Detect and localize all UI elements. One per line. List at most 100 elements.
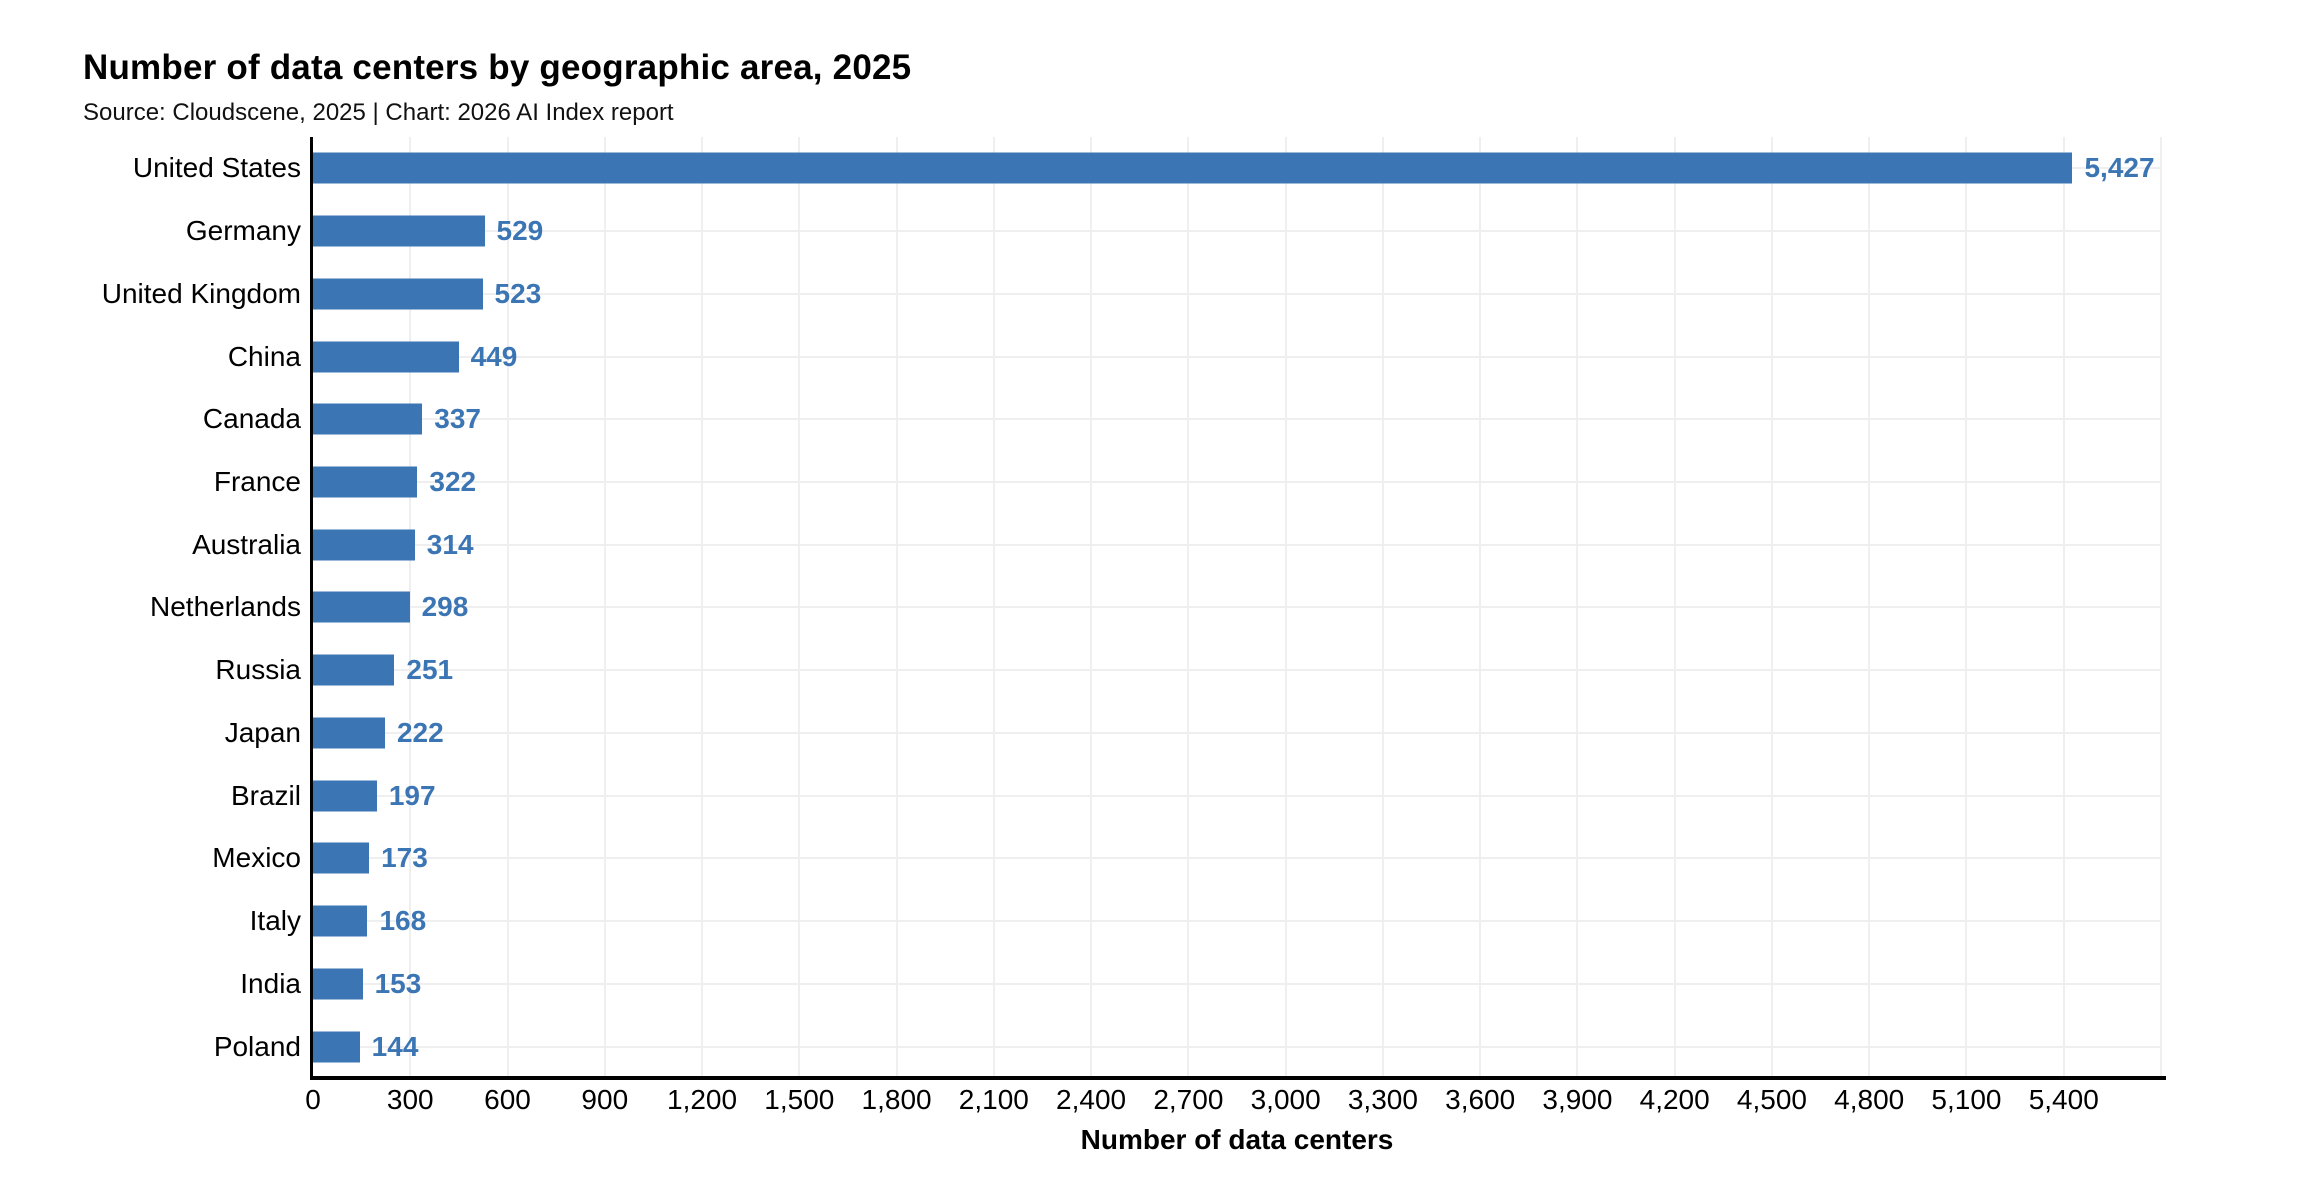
category-label: Germany (185, 215, 301, 247)
x-tick-label: 4,200 (1639, 1084, 1710, 1115)
value-label: 153 (374, 967, 422, 999)
bar (313, 717, 385, 749)
bar-row: Russia 251 (215, 639, 2161, 702)
x-tick-labels: 0 300 600 900 1,200 1,500 1,800 2,100 2,400 2,700… (305, 1084, 2161, 1124)
bar (313, 654, 395, 686)
value-label: 449 (470, 340, 518, 372)
bar (313, 466, 418, 498)
x-tick-label: 5,400 (2028, 1084, 2099, 1115)
y-axis-line (310, 137, 313, 1078)
bar (313, 842, 370, 874)
x-tick-label: 3,600 (1445, 1084, 1516, 1115)
category-label: Netherlands (150, 591, 301, 623)
bar-row: Italy 168 (250, 890, 2161, 953)
category-label: Russia (215, 654, 301, 686)
bar (313, 905, 368, 937)
x-tick-label: 1,200 (667, 1084, 738, 1115)
bar (313, 341, 459, 373)
value-label: 322 (429, 466, 477, 498)
value-label: 298 (421, 591, 469, 623)
category-label: China (227, 340, 301, 372)
horizontal-gridline (313, 543, 2161, 546)
x-tick-label: 2,400 (1056, 1084, 1127, 1115)
vertical-gridline (2160, 137, 2162, 1078)
horizontal-gridline (313, 292, 2161, 295)
horizontal-gridline (313, 1045, 2161, 1048)
bar-row: United Kingdom 523 (102, 262, 2161, 325)
value-label: 222 (396, 716, 444, 748)
bar-row: Brazil 197 (231, 764, 2161, 827)
horizontal-gridline (313, 418, 2161, 421)
horizontal-gridline (313, 606, 2161, 609)
bar-row: France 322 (214, 451, 2161, 514)
value-label: 197 (388, 779, 436, 811)
horizontal-gridline (313, 355, 2161, 358)
bar-row: Germany 529 (186, 200, 2161, 263)
bar-row: Australia 314 (192, 513, 2161, 576)
x-tick-label: 4,800 (1834, 1084, 1905, 1115)
bar (313, 968, 363, 1000)
horizontal-gridline (313, 481, 2161, 484)
value-label: 337 (434, 403, 481, 435)
x-tick-label: 0 (305, 1084, 321, 1115)
category-label: Australia (192, 528, 301, 560)
horizontal-gridline (313, 731, 2161, 734)
value-label: 523 (494, 277, 542, 309)
horizontal-gridline (313, 794, 2161, 797)
bar-row: United States 5,427 (133, 137, 2161, 200)
x-tick-label: 1,800 (861, 1084, 932, 1115)
value-label: 251 (406, 654, 454, 686)
value-label: 173 (381, 842, 428, 874)
value-label: 314 (426, 528, 474, 560)
x-tick-label: 4,500 (1736, 1084, 1807, 1115)
bar-row: Japan 222 (225, 702, 2161, 765)
x-tick-label: 300 (386, 1084, 434, 1115)
category-label: India (240, 967, 301, 999)
x-tick-label: 3,900 (1542, 1084, 1613, 1115)
category-label: Italy (249, 905, 301, 937)
category-label: Japan (224, 716, 301, 748)
bar (313, 152, 2073, 184)
category-label: France (213, 466, 301, 498)
category-label: United States (132, 152, 301, 184)
bar (313, 278, 483, 310)
x-tick-label: 600 (484, 1084, 531, 1115)
bar-row: China 449 (228, 325, 2161, 388)
category-label: Brazil (230, 779, 301, 811)
bar (313, 529, 415, 561)
bar (313, 780, 377, 812)
horizontal-gridline (313, 230, 2161, 233)
bar-row: Poland 144 (214, 1015, 2161, 1078)
bar (313, 1031, 360, 1063)
bar (313, 403, 423, 435)
horizontal-gridline (313, 982, 2161, 985)
x-tick-label: 5,100 (1931, 1084, 2002, 1115)
x-tick-label: 3,300 (1347, 1084, 1418, 1115)
value-label: 144 (371, 1030, 419, 1062)
bar (313, 591, 410, 623)
x-tick-label: 2,700 (1153, 1084, 1224, 1115)
plot-area: United States 5,427 Germany 529 United Kingd… (102, 137, 2166, 1080)
category-label: United Kingdom (101, 277, 301, 309)
x-tick-label: 900 (581, 1084, 629, 1115)
horizontal-gridline (313, 920, 2161, 923)
value-label: 529 (496, 215, 544, 247)
x-tick-label: 3,000 (1250, 1084, 1321, 1115)
bar-row: Canada 337 (203, 388, 2161, 451)
category-label: Canada (202, 403, 301, 435)
x-tick-label: 1,500 (764, 1084, 835, 1115)
horizontal-gridline (313, 669, 2161, 672)
category-label: Poland (213, 1030, 301, 1062)
x-tick-label: 2,100 (958, 1084, 1029, 1115)
category-label: Mexico (212, 842, 301, 874)
value-label: 5,427 (2084, 152, 2155, 184)
horizontal-gridline (313, 857, 2161, 860)
chart-subtitle: Source: Cloudscene, 2025 | Chart: 2026 A… (83, 99, 674, 126)
bar (313, 215, 485, 247)
bar-row: Netherlands 298 (150, 576, 2161, 639)
bar-row: Mexico 173 (212, 827, 2161, 890)
x-axis-title: Number of data centers (1080, 1124, 1394, 1155)
value-label: 168 (379, 905, 427, 937)
bar-row: India 153 (240, 953, 2161, 1016)
